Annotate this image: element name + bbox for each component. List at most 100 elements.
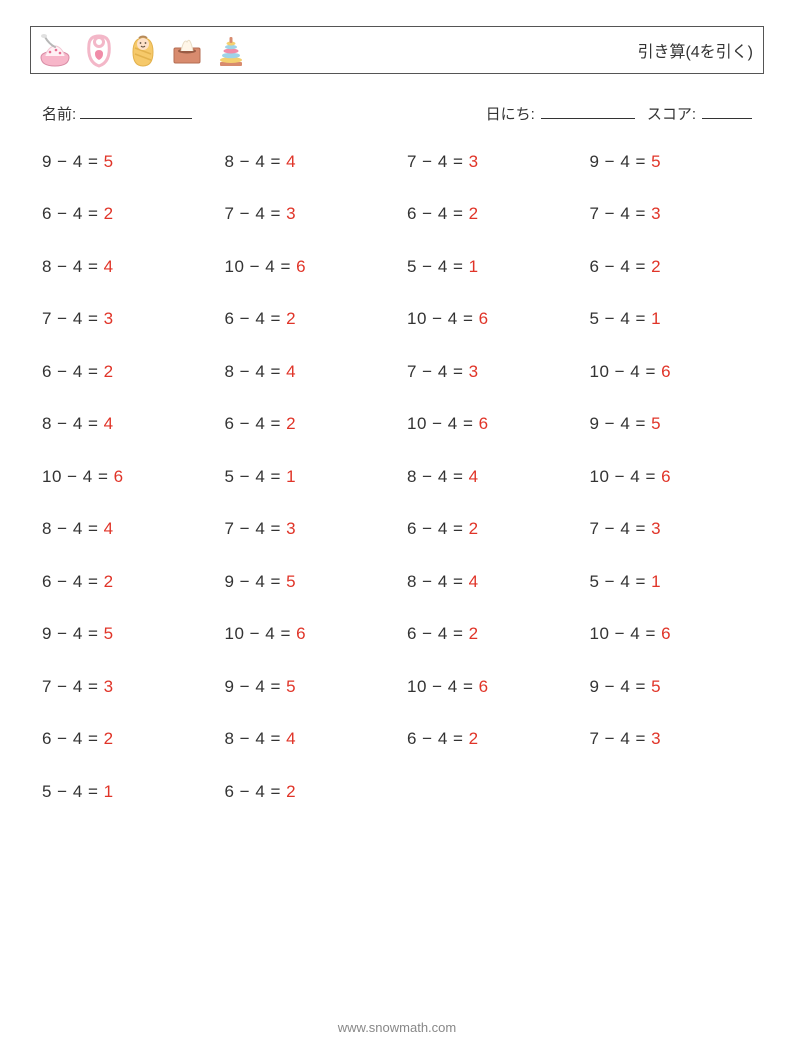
- problem-answer: 2: [469, 624, 479, 643]
- problem-answer: 3: [651, 519, 661, 538]
- problem-answer: 5: [651, 152, 661, 171]
- problem-cell: 9 − 4 = 5: [590, 677, 753, 697]
- problem-answer: 5: [286, 572, 296, 591]
- problem-cell: 9 − 4 = 5: [225, 677, 388, 697]
- problem-expression: 5 − 4 =: [225, 467, 287, 486]
- problem-answer: 3: [469, 152, 479, 171]
- problem-cell: 10 − 4 = 6: [42, 467, 205, 487]
- problem-answer: 6: [296, 257, 306, 276]
- problem-answer: 4: [104, 257, 114, 276]
- problem-expression: 7 − 4 =: [590, 729, 652, 748]
- problem-cell: 6 − 4 = 2: [407, 729, 570, 749]
- problem-expression: 8 − 4 =: [407, 572, 469, 591]
- name-field-group: 名前:: [42, 102, 192, 124]
- problem-cell: 9 − 4 = 5: [590, 152, 753, 172]
- date-blank[interactable]: [541, 102, 635, 119]
- problem-cell: 6 − 4 = 2: [407, 204, 570, 224]
- problem-cell: 6 − 4 = 2: [42, 572, 205, 592]
- problem-cell: 5 − 4 = 1: [407, 257, 570, 277]
- problem-expression: 10 − 4 =: [590, 362, 662, 381]
- problem-expression: 10 − 4 =: [590, 624, 662, 643]
- worksheet-header: 引き算(4を引く): [30, 26, 764, 74]
- problem-answer: 2: [651, 257, 661, 276]
- problem-cell: 7 − 4 = 3: [42, 309, 205, 329]
- problem-cell: 6 − 4 = 2: [225, 782, 388, 802]
- problem-expression: 7 − 4 =: [407, 152, 469, 171]
- problem-answer: 2: [104, 729, 114, 748]
- problem-expression: 6 − 4 =: [407, 519, 469, 538]
- problem-cell: 7 − 4 = 3: [407, 152, 570, 172]
- problem-expression: 8 − 4 =: [42, 257, 104, 276]
- problem-cell: 7 − 4 = 3: [42, 677, 205, 697]
- problem-expression: 7 − 4 =: [42, 309, 104, 328]
- problem-answer: 2: [104, 362, 114, 381]
- problem-cell: 8 − 4 = 4: [225, 152, 388, 172]
- problem-cell: 8 − 4 = 4: [42, 414, 205, 434]
- problem-answer: 2: [469, 729, 479, 748]
- problem-expression: 5 − 4 =: [590, 572, 652, 591]
- problem-expression: 7 − 4 =: [42, 677, 104, 696]
- problem-cell: 7 − 4 = 3: [590, 204, 753, 224]
- bowl-icon: [37, 32, 73, 68]
- problem-cell: 10 − 4 = 6: [590, 467, 753, 487]
- problem-expression: 5 − 4 =: [407, 257, 469, 276]
- problem-cell: 10 − 4 = 6: [407, 677, 570, 697]
- score-label: スコア:: [647, 103, 696, 124]
- problem-answer: 1: [469, 257, 479, 276]
- problem-expression: 6 − 4 =: [590, 257, 652, 276]
- problem-cell: 7 − 4 = 3: [590, 519, 753, 539]
- problem-cell: 10 − 4 = 6: [225, 257, 388, 277]
- problem-cell: 5 − 4 = 1: [590, 309, 753, 329]
- problem-cell: 9 − 4 = 5: [42, 624, 205, 644]
- problem-expression: 6 − 4 =: [407, 624, 469, 643]
- problem-cell: 8 − 4 = 4: [225, 362, 388, 382]
- problem-answer: 1: [651, 572, 661, 591]
- problem-expression: 10 − 4 =: [225, 257, 297, 276]
- problem-expression: 6 − 4 =: [407, 729, 469, 748]
- problem-expression: 10 − 4 =: [42, 467, 114, 486]
- bib-icon: [81, 32, 117, 68]
- problem-cell: 10 − 4 = 6: [590, 362, 753, 382]
- problem-expression: 6 − 4 =: [42, 572, 104, 591]
- problem-expression: 8 − 4 =: [225, 152, 287, 171]
- problem-answer: 3: [469, 362, 479, 381]
- problem-cell: 6 − 4 = 2: [590, 257, 753, 277]
- problem-cell: 6 − 4 = 2: [42, 729, 205, 749]
- problem-expression: 8 − 4 =: [225, 729, 287, 748]
- problem-expression: 6 − 4 =: [225, 414, 287, 433]
- problem-answer: 6: [661, 362, 671, 381]
- problem-cell: 7 − 4 = 3: [225, 519, 388, 539]
- problem-expression: 9 − 4 =: [590, 152, 652, 171]
- date-label: 日にち:: [486, 103, 535, 124]
- problem-answer: 2: [469, 519, 479, 538]
- problem-expression: 9 − 4 =: [590, 414, 652, 433]
- problem-expression: 10 − 4 =: [590, 467, 662, 486]
- problem-expression: 7 − 4 =: [407, 362, 469, 381]
- name-blank[interactable]: [80, 102, 192, 119]
- worksheet-title: 引き算(4を引く): [637, 38, 753, 62]
- problem-answer: 3: [286, 519, 296, 538]
- problem-answer: 1: [286, 467, 296, 486]
- problem-cell: 7 − 4 = 3: [225, 204, 388, 224]
- problem-cell: 9 − 4 = 5: [590, 414, 753, 434]
- score-blank[interactable]: [702, 102, 752, 119]
- problem-answer: 5: [651, 677, 661, 696]
- ring-stacker-icon: [213, 32, 249, 68]
- problem-answer: 1: [651, 309, 661, 328]
- problem-answer: 4: [469, 572, 479, 591]
- problem-expression: 7 − 4 =: [225, 519, 287, 538]
- problem-answer: 6: [661, 624, 671, 643]
- problem-expression: 7 − 4 =: [590, 519, 652, 538]
- problem-cell: 10 − 4 = 6: [407, 309, 570, 329]
- problem-expression: 6 − 4 =: [225, 782, 287, 801]
- problem-expression: 9 − 4 =: [225, 677, 287, 696]
- problem-cell: 6 − 4 = 2: [42, 204, 205, 224]
- problem-answer: 2: [104, 204, 114, 223]
- problem-cell: 5 − 4 = 1: [590, 572, 753, 592]
- problem-answer: 4: [104, 414, 114, 433]
- header-icon-row: [37, 32, 249, 68]
- problem-expression: 9 − 4 =: [225, 572, 287, 591]
- problem-answer: 2: [286, 782, 296, 801]
- problem-expression: 9 − 4 =: [42, 152, 104, 171]
- problem-expression: 5 − 4 =: [590, 309, 652, 328]
